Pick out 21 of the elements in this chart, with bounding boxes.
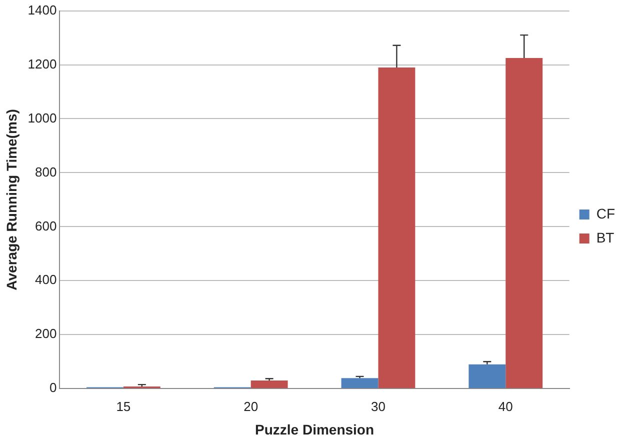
y-tick-label: 600: [35, 218, 57, 234]
x-axis-title: Puzzle Dimension: [255, 421, 374, 438]
legend-label: CF: [596, 205, 616, 222]
y-tick-label: 400: [35, 272, 57, 288]
y-tick-label: 0: [49, 380, 57, 396]
y-axis-title: Average Running Time(ms): [3, 109, 20, 290]
x-tick-label: 15: [116, 398, 131, 414]
y-tick-label: 1400: [28, 2, 57, 18]
x-tick-label: 20: [244, 398, 258, 414]
x-tick-label: 40: [498, 398, 513, 414]
bar: [341, 378, 378, 388]
bar: [250, 380, 288, 388]
bar: [506, 58, 543, 388]
bar: [468, 364, 506, 388]
x-tick-label: 30: [370, 398, 386, 414]
legend-label: BT: [596, 229, 615, 246]
y-tick-label: 800: [35, 164, 57, 180]
y-tick-label: 1000: [28, 110, 57, 126]
bar: [378, 67, 416, 388]
y-tick-label: 200: [35, 326, 57, 342]
y-tick-label: 1200: [28, 56, 57, 72]
